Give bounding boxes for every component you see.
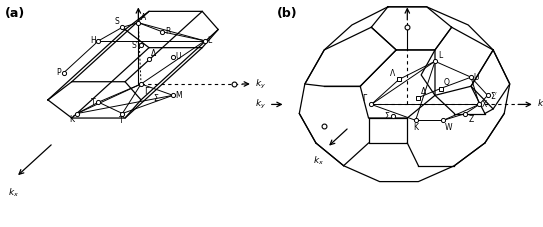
Text: $\Gamma$: $\Gamma$ [144, 85, 150, 96]
Text: $\Delta$: $\Delta$ [420, 85, 427, 96]
Text: L: L [438, 51, 442, 60]
Text: M: M [175, 91, 182, 100]
Text: $k_z$: $k_z$ [412, 0, 422, 3]
Text: $k_y$: $k_y$ [255, 98, 266, 111]
Text: $\Sigma$: $\Sigma$ [384, 110, 391, 121]
Text: Q: Q [443, 78, 449, 87]
Text: (a): (a) [5, 7, 26, 20]
Text: P: P [56, 68, 61, 77]
Text: $k_x$: $k_x$ [313, 154, 324, 167]
Text: U: U [473, 73, 479, 82]
Text: K: K [70, 115, 74, 124]
Text: U: U [175, 52, 181, 61]
Text: $k_y$: $k_y$ [538, 98, 543, 111]
Text: S': S' [131, 41, 138, 50]
Text: X: X [482, 100, 487, 109]
Text: (b): (b) [277, 7, 298, 20]
Text: S: S [115, 17, 119, 26]
Text: $k_y$: $k_y$ [255, 77, 267, 91]
Text: W: W [445, 123, 452, 132]
Text: L: L [207, 36, 212, 45]
Text: $k_z$: $k_z$ [142, 0, 153, 3]
Text: $\Lambda$: $\Lambda$ [389, 67, 396, 78]
Text: H: H [90, 36, 96, 45]
Text: $k_x$: $k_x$ [8, 186, 19, 199]
Text: $\Sigma$: $\Sigma$ [153, 92, 159, 103]
Text: R: R [165, 27, 171, 36]
Text: T': T' [119, 116, 126, 125]
Text: T: T [91, 98, 96, 107]
Text: $\Gamma$: $\Gamma$ [362, 92, 369, 103]
Text: $\Delta$: $\Delta$ [150, 47, 157, 58]
Text: $\Sigma'$: $\Sigma'$ [490, 90, 498, 101]
Text: A: A [141, 12, 146, 22]
Text: Z: Z [468, 115, 473, 124]
Text: K: K [413, 123, 418, 132]
